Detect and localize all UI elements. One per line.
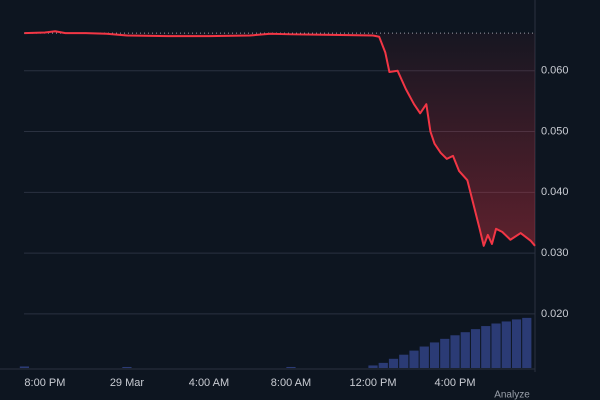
y-tick-label: 0.040: [541, 186, 569, 198]
volume-bar: [378, 362, 388, 368]
volume-bar: [501, 321, 511, 368]
volume-bar: [522, 317, 532, 368]
watermark: Analyze: [494, 390, 530, 400]
volume-bar: [429, 342, 440, 368]
x-tick-label: 4:00 AM: [189, 377, 229, 389]
volume-bar: [481, 326, 491, 368]
volume-bar: [368, 365, 378, 368]
x-tick-label: 8:00 AM: [271, 377, 311, 389]
volume-bar: [419, 346, 429, 368]
x-tick-label: 12:00 PM: [349, 377, 396, 389]
volume-bar: [388, 358, 399, 368]
y-tick-label: 0.060: [541, 65, 569, 77]
volume-bar: [409, 350, 419, 368]
volume-bar: [286, 366, 296, 368]
x-tick-label: 8:00 PM: [24, 377, 65, 389]
y-tick-label: 0.050: [541, 125, 569, 137]
volume-bar: [440, 338, 450, 368]
volume-bar: [450, 335, 460, 368]
x-tick-label: 4:00 PM: [435, 377, 476, 389]
y-tick-label: 0.030: [541, 247, 569, 259]
volume-bar: [470, 329, 481, 368]
volume-bar: [460, 332, 470, 368]
volume-bar: [19, 366, 30, 368]
y-tick-label: 0.020: [541, 308, 569, 320]
volume-bar: [491, 323, 501, 368]
price-line: [24, 30, 536, 247]
volume-bar: [511, 319, 522, 368]
volume-bar: [399, 354, 409, 368]
area-fill: [24, 31, 535, 246]
volume-bar: [122, 366, 132, 368]
x-tick-label: 29 Mar: [110, 377, 145, 389]
